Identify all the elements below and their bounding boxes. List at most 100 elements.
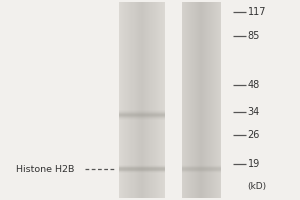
Bar	[182, 167, 220, 168]
Bar	[129, 2, 130, 198]
Bar	[145, 2, 146, 198]
Bar	[202, 2, 203, 198]
Bar	[121, 2, 122, 198]
Bar	[118, 110, 165, 111]
Bar	[182, 170, 220, 171]
Bar	[118, 111, 165, 112]
Bar	[128, 2, 129, 198]
Bar	[137, 2, 138, 198]
Bar	[182, 165, 220, 166]
Bar	[198, 2, 199, 198]
Bar	[120, 2, 121, 198]
Bar	[189, 2, 190, 198]
Bar	[131, 2, 133, 198]
Bar	[118, 116, 165, 117]
Bar	[149, 2, 150, 198]
Bar	[200, 2, 201, 198]
Bar	[210, 2, 211, 198]
Bar	[118, 114, 165, 115]
Bar	[118, 166, 165, 167]
Bar	[150, 2, 151, 198]
Bar	[151, 2, 152, 198]
Bar	[182, 166, 220, 167]
Bar	[154, 2, 156, 198]
Bar	[182, 169, 220, 170]
Bar	[217, 2, 218, 198]
Bar	[123, 2, 124, 198]
Bar	[143, 2, 144, 198]
Bar	[146, 2, 148, 198]
Bar	[118, 119, 165, 120]
Bar	[118, 113, 165, 114]
Bar	[201, 2, 202, 198]
Bar	[209, 2, 210, 198]
Bar	[191, 2, 192, 198]
Bar	[194, 2, 195, 198]
Bar	[197, 2, 198, 198]
Bar	[212, 2, 213, 198]
Text: 117: 117	[248, 7, 266, 17]
Bar	[214, 2, 215, 198]
Bar	[118, 169, 165, 170]
Bar	[140, 2, 141, 198]
Bar	[122, 2, 123, 198]
Bar	[156, 2, 157, 198]
Bar	[182, 168, 220, 169]
Bar	[205, 2, 206, 198]
Bar	[204, 2, 205, 198]
Bar	[118, 172, 165, 173]
Text: 34: 34	[248, 107, 260, 117]
Bar	[187, 2, 188, 198]
Bar	[152, 2, 153, 198]
Bar	[135, 2, 136, 198]
Bar	[118, 117, 165, 118]
Bar	[184, 2, 185, 198]
Bar	[218, 2, 220, 198]
Bar	[142, 2, 143, 198]
Bar	[118, 165, 165, 166]
Bar	[118, 171, 165, 172]
Bar	[136, 2, 137, 198]
Bar	[211, 2, 212, 198]
Bar	[215, 2, 216, 198]
Bar	[148, 2, 149, 198]
Bar	[118, 168, 165, 169]
Bar	[193, 2, 194, 198]
Bar	[118, 112, 165, 113]
Bar	[208, 2, 209, 198]
Bar	[190, 2, 191, 198]
Bar	[206, 2, 207, 198]
Bar	[125, 2, 127, 198]
Bar	[118, 2, 120, 198]
Bar	[213, 2, 214, 198]
Bar	[185, 2, 186, 198]
Bar	[158, 2, 159, 198]
Bar	[118, 170, 165, 171]
Bar	[153, 2, 154, 198]
Bar	[134, 2, 135, 198]
Bar	[199, 2, 200, 198]
Bar	[188, 2, 189, 198]
Bar	[159, 2, 160, 198]
Text: 26: 26	[248, 130, 260, 140]
Bar	[164, 2, 165, 198]
Bar	[182, 171, 220, 172]
Bar	[118, 115, 165, 116]
Bar	[182, 2, 184, 198]
Bar	[203, 2, 204, 198]
Bar	[161, 2, 163, 198]
Text: 85: 85	[248, 31, 260, 41]
Text: (kD): (kD)	[248, 182, 267, 192]
Bar	[127, 2, 128, 198]
Bar	[141, 2, 142, 198]
Text: Histone H2B: Histone H2B	[16, 164, 75, 173]
Bar	[207, 2, 208, 198]
Bar	[130, 2, 131, 198]
Bar	[144, 2, 145, 198]
Bar	[196, 2, 197, 198]
Bar	[133, 2, 134, 198]
Text: 19: 19	[248, 159, 260, 169]
Bar	[216, 2, 217, 198]
Bar	[157, 2, 158, 198]
Bar	[160, 2, 161, 198]
